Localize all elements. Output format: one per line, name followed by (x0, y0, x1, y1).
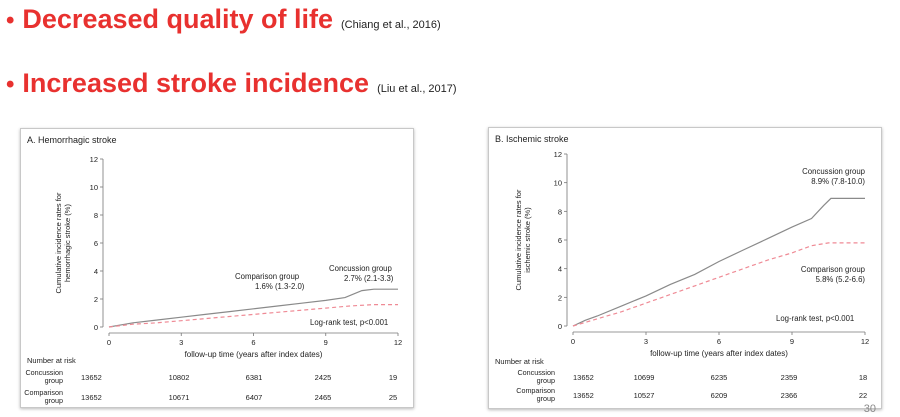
x-tick-label: 12 (394, 338, 402, 347)
ischemic-stroke-plot: B. Ischemic stroke 0 2 4 6 8 10 12 0 3 6 9 12 follow-… (495, 134, 869, 403)
bullet-stroke-incidence: • Increased stroke incidence (Liu et al.… (6, 68, 457, 99)
risk-cell: 10699 (634, 373, 655, 382)
y-tick-label: 4 (558, 265, 562, 274)
y-axis-label: Cumulative incidence rates for (54, 192, 63, 293)
x-tick-label: 0 (107, 338, 111, 347)
x-tick-label: 9 (790, 337, 794, 346)
risk-row-label: Concussion (25, 368, 63, 377)
risk-cell: 13652 (573, 373, 594, 382)
bullet-text: Increased stroke incidence (22, 68, 370, 98)
risk-row-label: Concussion (517, 368, 555, 377)
y-tick-label: 2 (94, 295, 98, 304)
ischemic-stroke-chart: B. Ischemic stroke 0 2 4 6 8 10 12 0 3 6 9 12 follow-… (488, 127, 882, 409)
risk-cell: 6381 (246, 373, 263, 382)
risk-cell: 2359 (781, 373, 798, 382)
risk-cell: 13652 (81, 373, 102, 382)
comparison-annotation: Comparison group (235, 272, 300, 281)
bullet-dot: • (6, 7, 15, 34)
comparison-annotation-value: 1.6% (1.3-2.0) (255, 282, 305, 291)
risk-row-label: group (537, 394, 555, 403)
y-tick-label: 12 (90, 155, 98, 164)
comparison-annotation-value: 5.8% (5.2-6.6) (816, 275, 866, 284)
x-axis-label: follow-up time (years after index dates) (185, 350, 323, 359)
risk-cell: 18 (859, 373, 867, 382)
concussion-group-line (572, 197, 865, 327)
risk-cell: 13652 (573, 391, 594, 400)
risk-table-header: Number at risk (495, 357, 544, 366)
y-tick-label: 4 (94, 267, 98, 276)
x-tick-label: 9 (324, 338, 328, 347)
x-tick-label: 0 (571, 337, 575, 346)
y-tick-label: 12 (554, 150, 562, 159)
page-number: 30 (863, 403, 876, 415)
risk-cell: 2465 (315, 393, 332, 402)
y-tick-label: 8 (558, 207, 562, 216)
concussion-annotation: Concussion group (329, 264, 393, 273)
bullet-quality-of-life: • Decreased quality of life (Chiang et a… (6, 4, 441, 35)
x-tick-label: 12 (861, 337, 869, 346)
risk-cell: 10671 (169, 393, 190, 402)
x-tick-label: 3 (179, 338, 183, 347)
risk-cell: 6235 (711, 373, 728, 382)
x-tick-label: 6 (717, 337, 721, 346)
risk-row-label: Comparison (516, 386, 555, 395)
risk-cell: 10527 (634, 391, 655, 400)
concussion-annotation-value: 8.9% (7.8-10.0) (811, 177, 865, 186)
risk-row-label: Comparison (24, 388, 63, 397)
risk-cell: 22 (859, 391, 867, 400)
x-tick-label: 3 (644, 337, 648, 346)
x-axis-label: follow-up time (years after index dates) (650, 349, 788, 358)
y-tick-label: 0 (558, 322, 562, 331)
comparison-annotation: Comparison group (801, 265, 866, 274)
x-tick-label: 6 (251, 338, 255, 347)
risk-cell: 6209 (711, 391, 728, 400)
citation: (Liu et al., 2017) (377, 83, 457, 95)
comparison-group-line (108, 304, 398, 328)
y-tick-label: 6 (94, 239, 98, 248)
risk-cell: 13652 (81, 393, 102, 402)
hemorrhagic-stroke-chart: A. Hemorrhagic stroke 0 2 4 6 8 10 12 0 3 6 9 12 foll… (20, 128, 414, 408)
risk-cell: 19 (389, 373, 397, 382)
risk-row-label: group (45, 376, 63, 385)
concussion-annotation: Concussion group (802, 167, 866, 176)
bullet-dot: • (6, 71, 15, 98)
chart-title: A. Hemorrhagic stroke (27, 135, 117, 145)
y-axis-label: hemorrhagic stroke (%) (63, 204, 72, 282)
chart-title: B. Ischemic stroke (495, 134, 569, 144)
citation: (Chiang et al., 2016) (341, 19, 441, 31)
y-tick-label: 6 (558, 236, 562, 245)
concussion-annotation-value: 2.7% (2.1-3.3) (344, 274, 394, 283)
y-axis-label: ischemic stroke (%) (523, 207, 532, 273)
y-tick-label: 0 (94, 323, 98, 332)
risk-row-label: group (537, 376, 555, 385)
bullet-text: Decreased quality of life (22, 4, 334, 34)
log-rank-annotation: Log-rank test, p<0.001 (310, 318, 388, 327)
y-tick-label: 10 (90, 183, 98, 192)
concussion-group-line (108, 288, 398, 328)
y-tick-label: 8 (94, 211, 98, 220)
y-axis-label: Cumulative incidence rates for (514, 189, 523, 290)
hemorrhagic-stroke-plot: A. Hemorrhagic stroke 0 2 4 6 8 10 12 0 3 6 9 12 foll… (24, 135, 402, 405)
risk-table-header: Number at risk (27, 356, 76, 365)
risk-cell: 25 (389, 393, 397, 402)
risk-cell: 10802 (169, 373, 190, 382)
risk-cell: 2425 (315, 373, 332, 382)
risk-row-label: group (45, 396, 63, 405)
risk-cell: 2366 (781, 391, 798, 400)
y-tick-label: 10 (554, 179, 562, 188)
risk-cell: 6407 (246, 393, 263, 402)
log-rank-annotation: Log-rank test, p<0.001 (776, 314, 854, 323)
y-tick-label: 2 (558, 293, 562, 302)
comparison-group-line (572, 242, 865, 327)
